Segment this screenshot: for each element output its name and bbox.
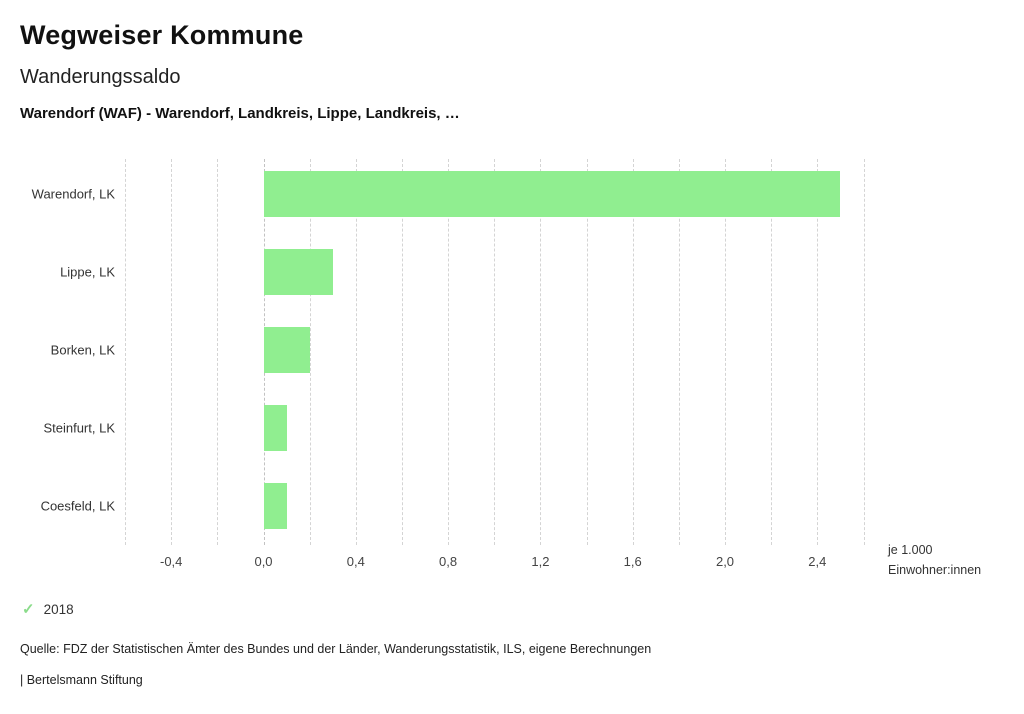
app-title: Wegweiser Kommune [20, 20, 304, 50]
legend-item-2018[interactable]: ✓ 2018 [22, 602, 74, 617]
category-label: Warendorf, LK [31, 186, 115, 202]
gridline [448, 159, 450, 545]
legend-year-label: 2018 [43, 602, 74, 617]
gridline [401, 159, 403, 545]
x-tick-label: 1,2 [531, 554, 550, 569]
gridline [540, 159, 542, 545]
x-tick-label: 0,4 [346, 554, 365, 569]
gridline [125, 159, 126, 545]
gridline [355, 159, 357, 545]
category-label: Coesfeld, LK [40, 498, 115, 514]
bar-steinfurt-lk [263, 405, 287, 451]
branding-text: | Bertelsmann Stiftung [20, 673, 143, 687]
gridline [494, 159, 496, 545]
category-label: Borken, LK [50, 342, 115, 358]
axis-unit-line-2: Einwohner:innen [888, 563, 982, 577]
x-tick-label: 1,6 [623, 554, 642, 569]
check-icon: ✓ [22, 601, 35, 618]
x-tick-label: 0,0 [254, 554, 273, 569]
bar-borken-lk [263, 327, 310, 373]
x-tick-label: 0,8 [439, 554, 458, 569]
gridline [309, 159, 311, 545]
category-label: Lippe, LK [60, 264, 115, 280]
x-tick-label: 2,4 [808, 554, 827, 569]
bar-warendorf-lk [263, 171, 841, 217]
bar-lippe-lk [263, 249, 333, 295]
x-tick-label: -0,4 [159, 554, 183, 569]
gridline [171, 159, 173, 545]
bar-chart: Warendorf, LK Lippe, LK Borken, LK Steinfur… [32, 155, 875, 569]
gridline [771, 159, 773, 545]
gridline [217, 159, 219, 545]
source-text: Quelle: FDZ der Statistischen Ämter des … [20, 642, 652, 656]
chart-title: Wanderungssaldo [20, 66, 181, 88]
x-tick-label: 2,0 [715, 554, 735, 569]
gridline [678, 159, 680, 545]
axis-unit-label: je 1.000 Einwohner:innen [888, 540, 981, 580]
chart-selection-subtitle: Warendorf (WAF) - Warendorf, Landkreis, … [20, 105, 460, 122]
bar-coesfeld-lk [263, 483, 287, 529]
axis-unit-line-1: je 1.000 [888, 543, 933, 557]
gridline [863, 159, 865, 545]
gridline [632, 159, 634, 545]
category-label: Steinfurt, LK [43, 420, 115, 436]
gridline [817, 159, 819, 545]
gridline [586, 159, 588, 545]
gridline [725, 159, 726, 545]
